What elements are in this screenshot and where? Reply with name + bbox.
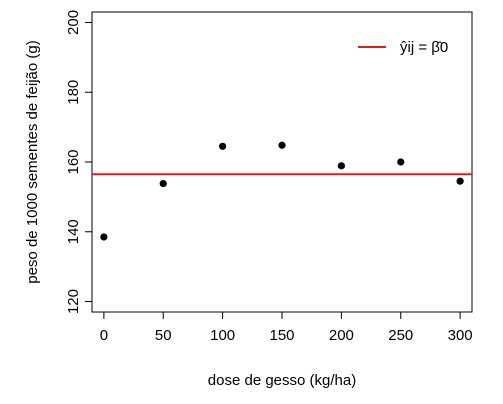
x-tick-label: 50 (155, 327, 172, 344)
x-tick-label: 150 (269, 327, 294, 344)
y-tick-label: 200 (65, 10, 82, 35)
x-axis: 0 50 100 150 200 250 300 (100, 312, 473, 344)
x-tick-label: 200 (329, 327, 354, 344)
data-point (219, 142, 227, 150)
data-point (278, 141, 286, 149)
data-point (397, 158, 405, 166)
x-tick-label: 0 (100, 327, 108, 344)
y-tick-label: 140 (65, 219, 82, 244)
plot-box (91, 11, 473, 313)
y-tick-label: 160 (65, 149, 82, 174)
data-point (159, 180, 167, 188)
y-axis: 120 140 160 180 200 (65, 10, 92, 314)
data-point (456, 177, 464, 185)
legend: ŷij = β̂0 (358, 39, 448, 56)
y-tick-label: 120 (65, 289, 82, 314)
legend-label: ŷij = β̂0 (400, 39, 448, 56)
y-tick-label: 180 (65, 80, 82, 105)
x-axis-title: dose de gesso (kg/ha) (208, 372, 356, 389)
x-tick-label: 300 (448, 327, 473, 344)
data-points (100, 141, 464, 241)
data-point (337, 162, 345, 170)
x-tick-label: 100 (210, 327, 235, 344)
x-tick-label: 250 (388, 327, 413, 344)
y-axis-title: peso de 1000 sementes de feijão (g) (24, 40, 41, 284)
data-point (100, 233, 108, 241)
